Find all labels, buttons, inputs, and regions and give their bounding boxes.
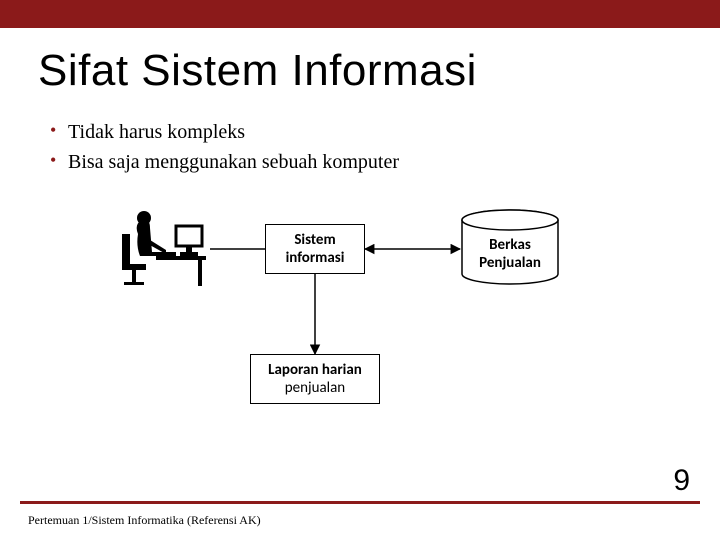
- node-laporan: Laporan harian penjualan: [250, 354, 380, 404]
- slide-content: Sifat Sistem Informasi Tidak harus kompl…: [0, 28, 720, 414]
- node-label: informasi: [286, 249, 345, 267]
- node-label: Penjualan: [462, 254, 558, 272]
- node-label: Laporan harian: [268, 361, 362, 379]
- footer-text: Pertemuan 1/Sistem Informatika (Referens…: [28, 513, 261, 528]
- node-sistem-informasi: Sistem informasi: [265, 224, 365, 274]
- bullet-item: Tidak harus kompleks: [50, 118, 682, 146]
- node-label: Sistem: [286, 231, 345, 249]
- node-berkas-penjualan: Berkas Penjualan: [462, 236, 558, 272]
- bullet-item: Bisa saja menggunakan sebuah komputer: [50, 148, 682, 176]
- flow-diagram: Sistem informasi Berkas Penjualan Lapora…: [110, 204, 610, 414]
- node-label: Berkas: [462, 236, 558, 254]
- node-label: penjualan: [268, 379, 362, 397]
- page-number: 9: [673, 464, 690, 498]
- person-at-computer-icon: [122, 211, 206, 286]
- accent-top-bar: [0, 0, 720, 28]
- slide-title: Sifat Sistem Informasi: [38, 46, 682, 96]
- bullet-list: Tidak harus kompleks Bisa saja menggunak…: [38, 118, 682, 176]
- accent-bottom-line: [20, 501, 700, 504]
